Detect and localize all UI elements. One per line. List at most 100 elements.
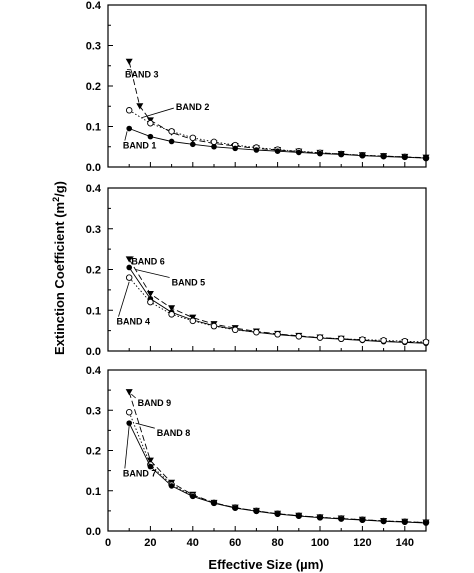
data-point [211,500,217,507]
plot-frame [107,187,427,352]
data-point [274,331,281,338]
data-point [295,333,303,340]
data-point [359,336,366,343]
data-point [125,256,133,263]
data-point [253,147,260,153]
band-leader-band-6 [130,256,134,260]
data-point [422,338,430,346]
data-point [126,420,132,426]
data-point [168,305,176,312]
band-label-band-4: BAND 4 [116,317,150,327]
data-point [126,125,132,132]
x-tick-label: 0 [105,537,111,549]
data-point [147,120,154,127]
data-point [126,264,132,271]
band-leader-band-8 [135,422,155,429]
x-tick-label: 40 [187,537,199,549]
x-tick-label: 100 [311,537,329,549]
data-point [147,133,154,140]
data-point [338,151,345,158]
band-leader-band-2 [141,107,174,118]
band-label-band-5: BAND 5 [172,278,206,288]
y-tick-label: 0.1 [86,305,101,317]
series-band-7 [126,420,429,526]
x-tick-label: 80 [271,537,283,549]
data-point [316,334,324,341]
band-leader-band-9 [131,393,136,399]
plot-frame [107,369,427,532]
series-line [128,259,427,344]
data-point [168,483,175,489]
data-point [125,389,133,396]
data-point [168,311,175,318]
data-point [380,337,387,344]
data-point [359,152,366,159]
data-point [190,141,196,148]
data-point [146,457,154,464]
data-point [232,145,238,152]
y-tick-label: 0.0 [86,346,101,358]
series-band-8 [125,409,430,526]
x-tick-label: 140 [396,537,414,549]
data-point [401,337,409,345]
y-tick-label: 0.4 [86,365,102,377]
panel-1: 0.0 0.1 0.2 0.3 0.4 BAND 3 BAND 2 BAND 1 [86,0,430,174]
data-point [296,513,302,519]
data-point [380,518,387,525]
band-label-band-6: BAND 6 [131,256,165,266]
y-tick-label: 0.3 [86,41,101,53]
y-tick-label: 0.0 [86,526,101,538]
data-point [189,317,197,325]
data-point [337,335,345,343]
y-tick-label: 0.4 [86,183,102,195]
data-point [359,517,366,523]
data-point [125,58,133,65]
data-point [190,493,196,500]
data-point [136,103,144,110]
data-point [253,329,260,336]
panel-3: 0.0 0.1 0.2 0.3 0.4 0 20 40 60 80 100 120 140 BAND 9 B… [86,365,430,549]
y-tick-label: 0.4 [86,0,102,12]
data-point [232,505,238,511]
data-point [402,519,408,525]
series-line [128,391,427,523]
data-point [211,143,217,150]
data-point [146,290,154,298]
y-tick-label: 0.2 [86,81,101,93]
band-label-band-3: BAND 3 [125,70,159,80]
x-tick-label: 60 [229,537,241,549]
data-point [168,128,175,135]
band-leader-band-7 [124,425,130,469]
x-axis-title: Effective Size (µm) [208,557,323,572]
y-tick-label: 0.1 [86,486,101,498]
data-point [423,155,429,161]
series-band-3 [125,58,430,161]
data-point [317,514,323,521]
data-point [231,326,239,334]
y-tick-label: 0.1 [86,122,101,134]
x-tick-label: 120 [353,537,371,549]
data-point [253,508,260,515]
data-point [125,274,133,281]
data-point [125,107,133,114]
data-point [380,153,387,160]
series-band-4 [125,274,430,346]
series-band-1 [126,125,429,161]
data-point [210,322,218,330]
band-label-band-1: BAND 1 [123,141,157,151]
band-label-band-7: BAND 7 [123,468,157,478]
data-point [147,463,154,470]
y-axis-title: Extinction Coefficient (m2/g) [51,181,67,355]
panel-2: 0.0 0.1 0.2 0.3 0.4 BAND 6 BAND 5 BAND 4 [86,183,430,358]
data-point [296,149,302,156]
data-point [317,150,323,157]
y-tick-label: 0.3 [86,405,101,417]
data-point [423,520,429,526]
data-point [189,134,197,142]
band-label-band-8: BAND 8 [157,428,191,438]
x-tick-label: 20 [144,537,156,549]
y-tick-label: 0.3 [86,224,101,236]
y-tick-label: 0.2 [86,265,101,277]
band-label-band-9: BAND 9 [138,398,172,408]
data-point [147,298,154,306]
